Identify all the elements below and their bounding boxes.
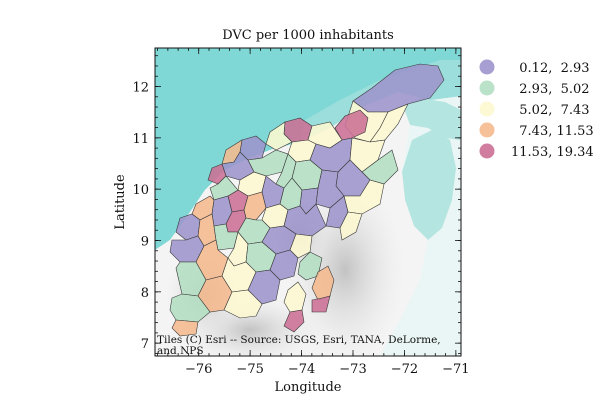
legend-marker <box>480 102 495 117</box>
y-tick-label: 11 <box>132 132 149 147</box>
x-tick-label: −75 <box>236 362 263 377</box>
attribution-line-2: and NPS <box>157 345 204 357</box>
legend-label: 0.12, 2.93 <box>511 61 590 76</box>
y-tick-label: 12 <box>132 81 149 96</box>
legend-marker <box>480 60 495 75</box>
x-tick-label: −72 <box>391 362 418 377</box>
legend-label: 7.43, 11.53 <box>511 124 594 139</box>
x-tick-label: −74 <box>288 362 315 377</box>
legend: 0.12, 2.93 2.93, 5.02 5.02, 7.43 7.43, 1… <box>480 60 594 161</box>
legend-marker <box>480 123 495 138</box>
legend-marker <box>480 81 495 96</box>
legend-marker <box>480 144 495 159</box>
map-area[interactable] <box>155 48 461 365</box>
legend-label: 2.93, 5.02 <box>511 82 590 97</box>
legend-label: 5.02, 7.43 <box>511 103 590 118</box>
y-tick-label: 9 <box>141 235 149 250</box>
y-tick-label: 8 <box>141 286 149 301</box>
legend-label: 11.53, 19.34 <box>511 145 594 160</box>
x-axis-label: Longitude <box>275 380 342 395</box>
y-tick-label: 10 <box>132 183 149 198</box>
x-tick-label: −71 <box>442 362 469 377</box>
x-tick-label: −73 <box>339 362 366 377</box>
y-axis-label: Latitude <box>113 174 128 230</box>
x-tick-label: −76 <box>185 362 212 377</box>
map-title: DVC per 1000 inhabitants <box>222 28 394 43</box>
y-tick-label: 7 <box>141 337 149 352</box>
